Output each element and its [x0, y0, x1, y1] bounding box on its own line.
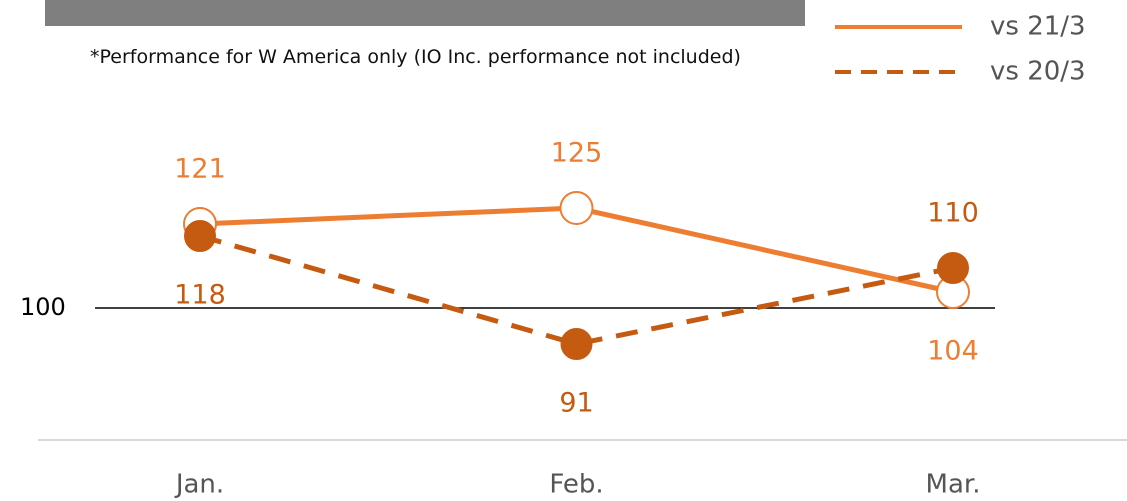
data-label: 91: [559, 388, 593, 419]
legend-label: vs 21/3: [990, 12, 1086, 42]
x-tick-label: Feb.: [549, 470, 603, 500]
marker: [560, 328, 593, 360]
data-label: 118: [174, 280, 226, 311]
note: *Performance for W America only (IO Inc.…: [90, 46, 741, 68]
x-tick-label: Mar.: [926, 470, 981, 500]
header-bar: [45, 0, 805, 26]
y-tick-label: 100: [20, 293, 66, 321]
marker: [184, 220, 216, 252]
marker: [559, 191, 594, 225]
x-tick-label: Jan.: [174, 470, 224, 500]
data-label: 110: [927, 198, 979, 229]
data-label: 125: [551, 138, 603, 169]
data-label: 121: [174, 154, 226, 185]
legend-label: vs 20/3: [990, 57, 1086, 87]
data-label: 104: [927, 336, 979, 367]
marker: [937, 252, 969, 284]
series-line: [199, 233, 954, 347]
